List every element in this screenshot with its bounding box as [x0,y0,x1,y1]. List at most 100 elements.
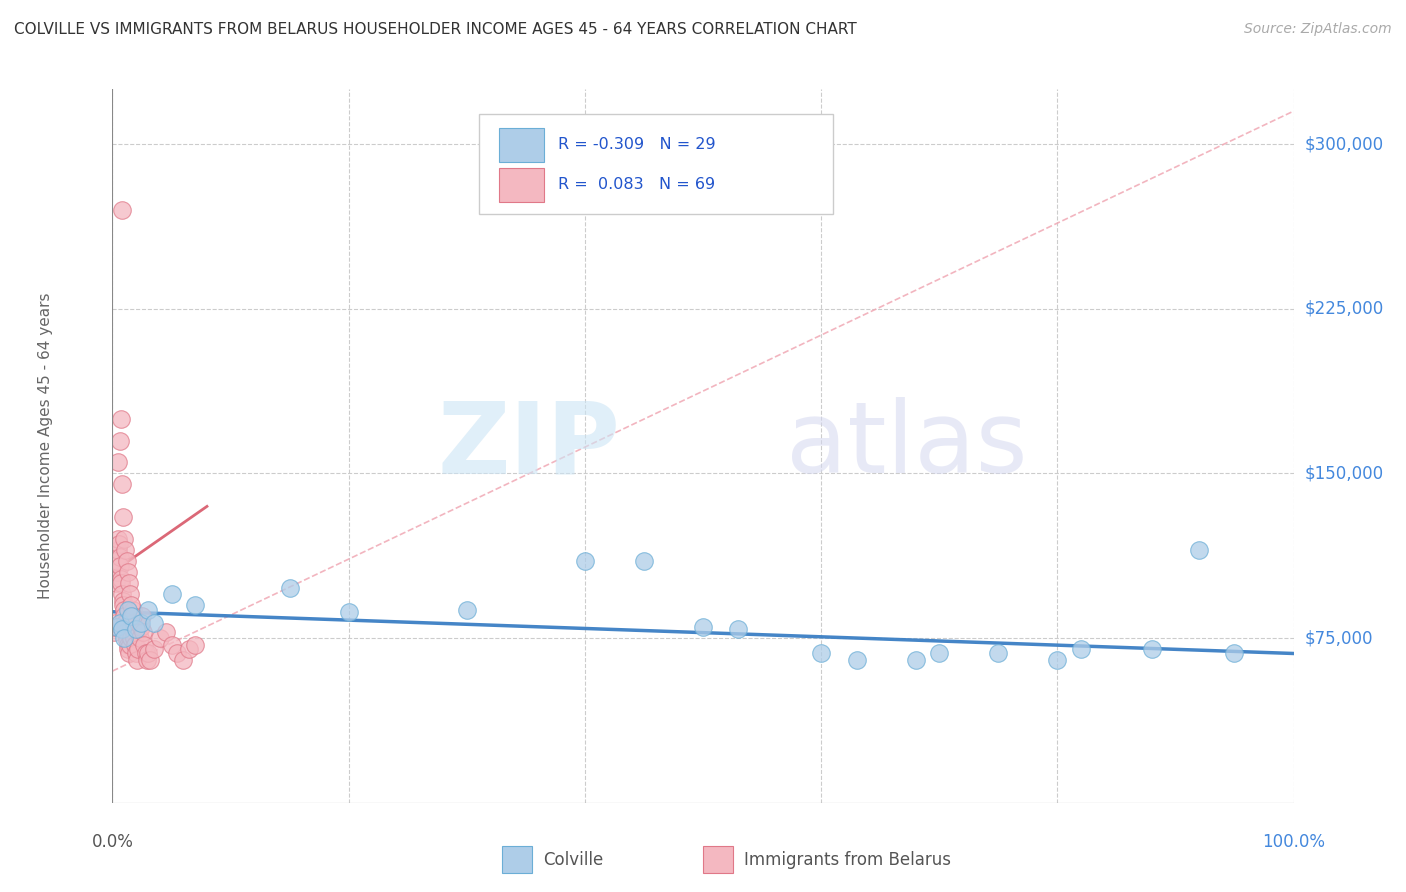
Point [111,587,134,601]
Point [692,620,714,634]
FancyBboxPatch shape [478,114,832,214]
Point [129,620,152,634]
Point [1046,653,1069,667]
Point [110,576,132,591]
Bar [703,847,733,873]
Point [111,594,134,608]
Point [120,587,142,601]
Point [117,638,139,652]
Point [108,537,131,551]
Point [111,623,134,637]
Point [166,647,188,661]
Point [112,533,135,547]
Text: 100.0%: 100.0% [1263,833,1324,851]
Point [115,554,138,568]
Point [120,609,142,624]
Text: Colville: Colville [544,851,603,869]
Point [120,638,142,652]
Point [172,653,194,667]
Point [104,615,127,630]
Text: R =  0.083   N = 69: R = 0.083 N = 69 [558,178,714,193]
Point [108,434,131,448]
Point [120,631,142,645]
Point [107,455,129,469]
Point [118,647,141,661]
Text: R = -0.309   N = 29: R = -0.309 N = 29 [558,137,716,153]
Point [810,647,832,661]
Point [112,510,135,524]
Point [142,642,165,657]
Point [184,638,207,652]
Point [117,642,139,657]
Point [110,411,132,425]
Point [278,581,301,595]
Point [125,647,148,661]
Point [115,629,138,643]
Point [139,653,162,667]
Point [129,615,152,630]
Point [128,631,150,645]
Point [117,566,139,580]
Point [134,638,156,652]
Text: $300,000: $300,000 [1305,135,1384,153]
Point [136,602,159,616]
Point [122,615,145,630]
Point [124,638,146,652]
Point [108,615,131,630]
Point [127,653,149,667]
Point [105,576,128,591]
Point [1140,642,1163,657]
Point [132,624,155,639]
Point [112,598,135,612]
Point [1070,642,1092,657]
Point [114,543,136,558]
Point [122,624,145,639]
Point [117,602,139,616]
Point [104,620,127,634]
Point [111,477,134,491]
Point [135,647,157,661]
Text: Source: ZipAtlas.com: Source: ZipAtlas.com [1244,22,1392,37]
Point [115,624,138,639]
Point [111,202,134,217]
Point [337,605,360,619]
Point [184,598,207,612]
Text: Householder Income Ages 45 - 64 years: Householder Income Ages 45 - 64 years [38,293,53,599]
Text: ZIP: ZIP [437,398,620,494]
Text: Immigrants from Belarus: Immigrants from Belarus [744,851,952,869]
Point [124,631,146,645]
Point [845,653,868,667]
Point [131,609,153,624]
Point [456,602,478,616]
Bar [499,128,544,162]
Point [105,566,128,580]
Point [155,624,177,639]
Point [127,642,149,657]
Point [103,624,125,639]
Text: 0.0%: 0.0% [91,833,134,851]
Text: atlas: atlas [786,398,1028,494]
Point [121,602,143,616]
Point [160,638,183,652]
Point [633,554,655,568]
Point [1188,543,1211,558]
Point [114,615,136,630]
Point [121,609,143,624]
Point [125,623,148,637]
Point [118,576,141,591]
Bar [499,168,544,202]
Point [120,620,142,634]
Point [928,647,950,661]
Point [108,549,131,564]
Point [160,587,183,601]
Point [105,620,128,634]
Point [120,598,142,612]
Point [142,615,165,630]
Bar [502,847,531,873]
Point [117,633,138,648]
Point [904,653,927,667]
Point [108,558,131,573]
Point [112,631,135,645]
Point [574,554,596,568]
Point [107,543,129,558]
